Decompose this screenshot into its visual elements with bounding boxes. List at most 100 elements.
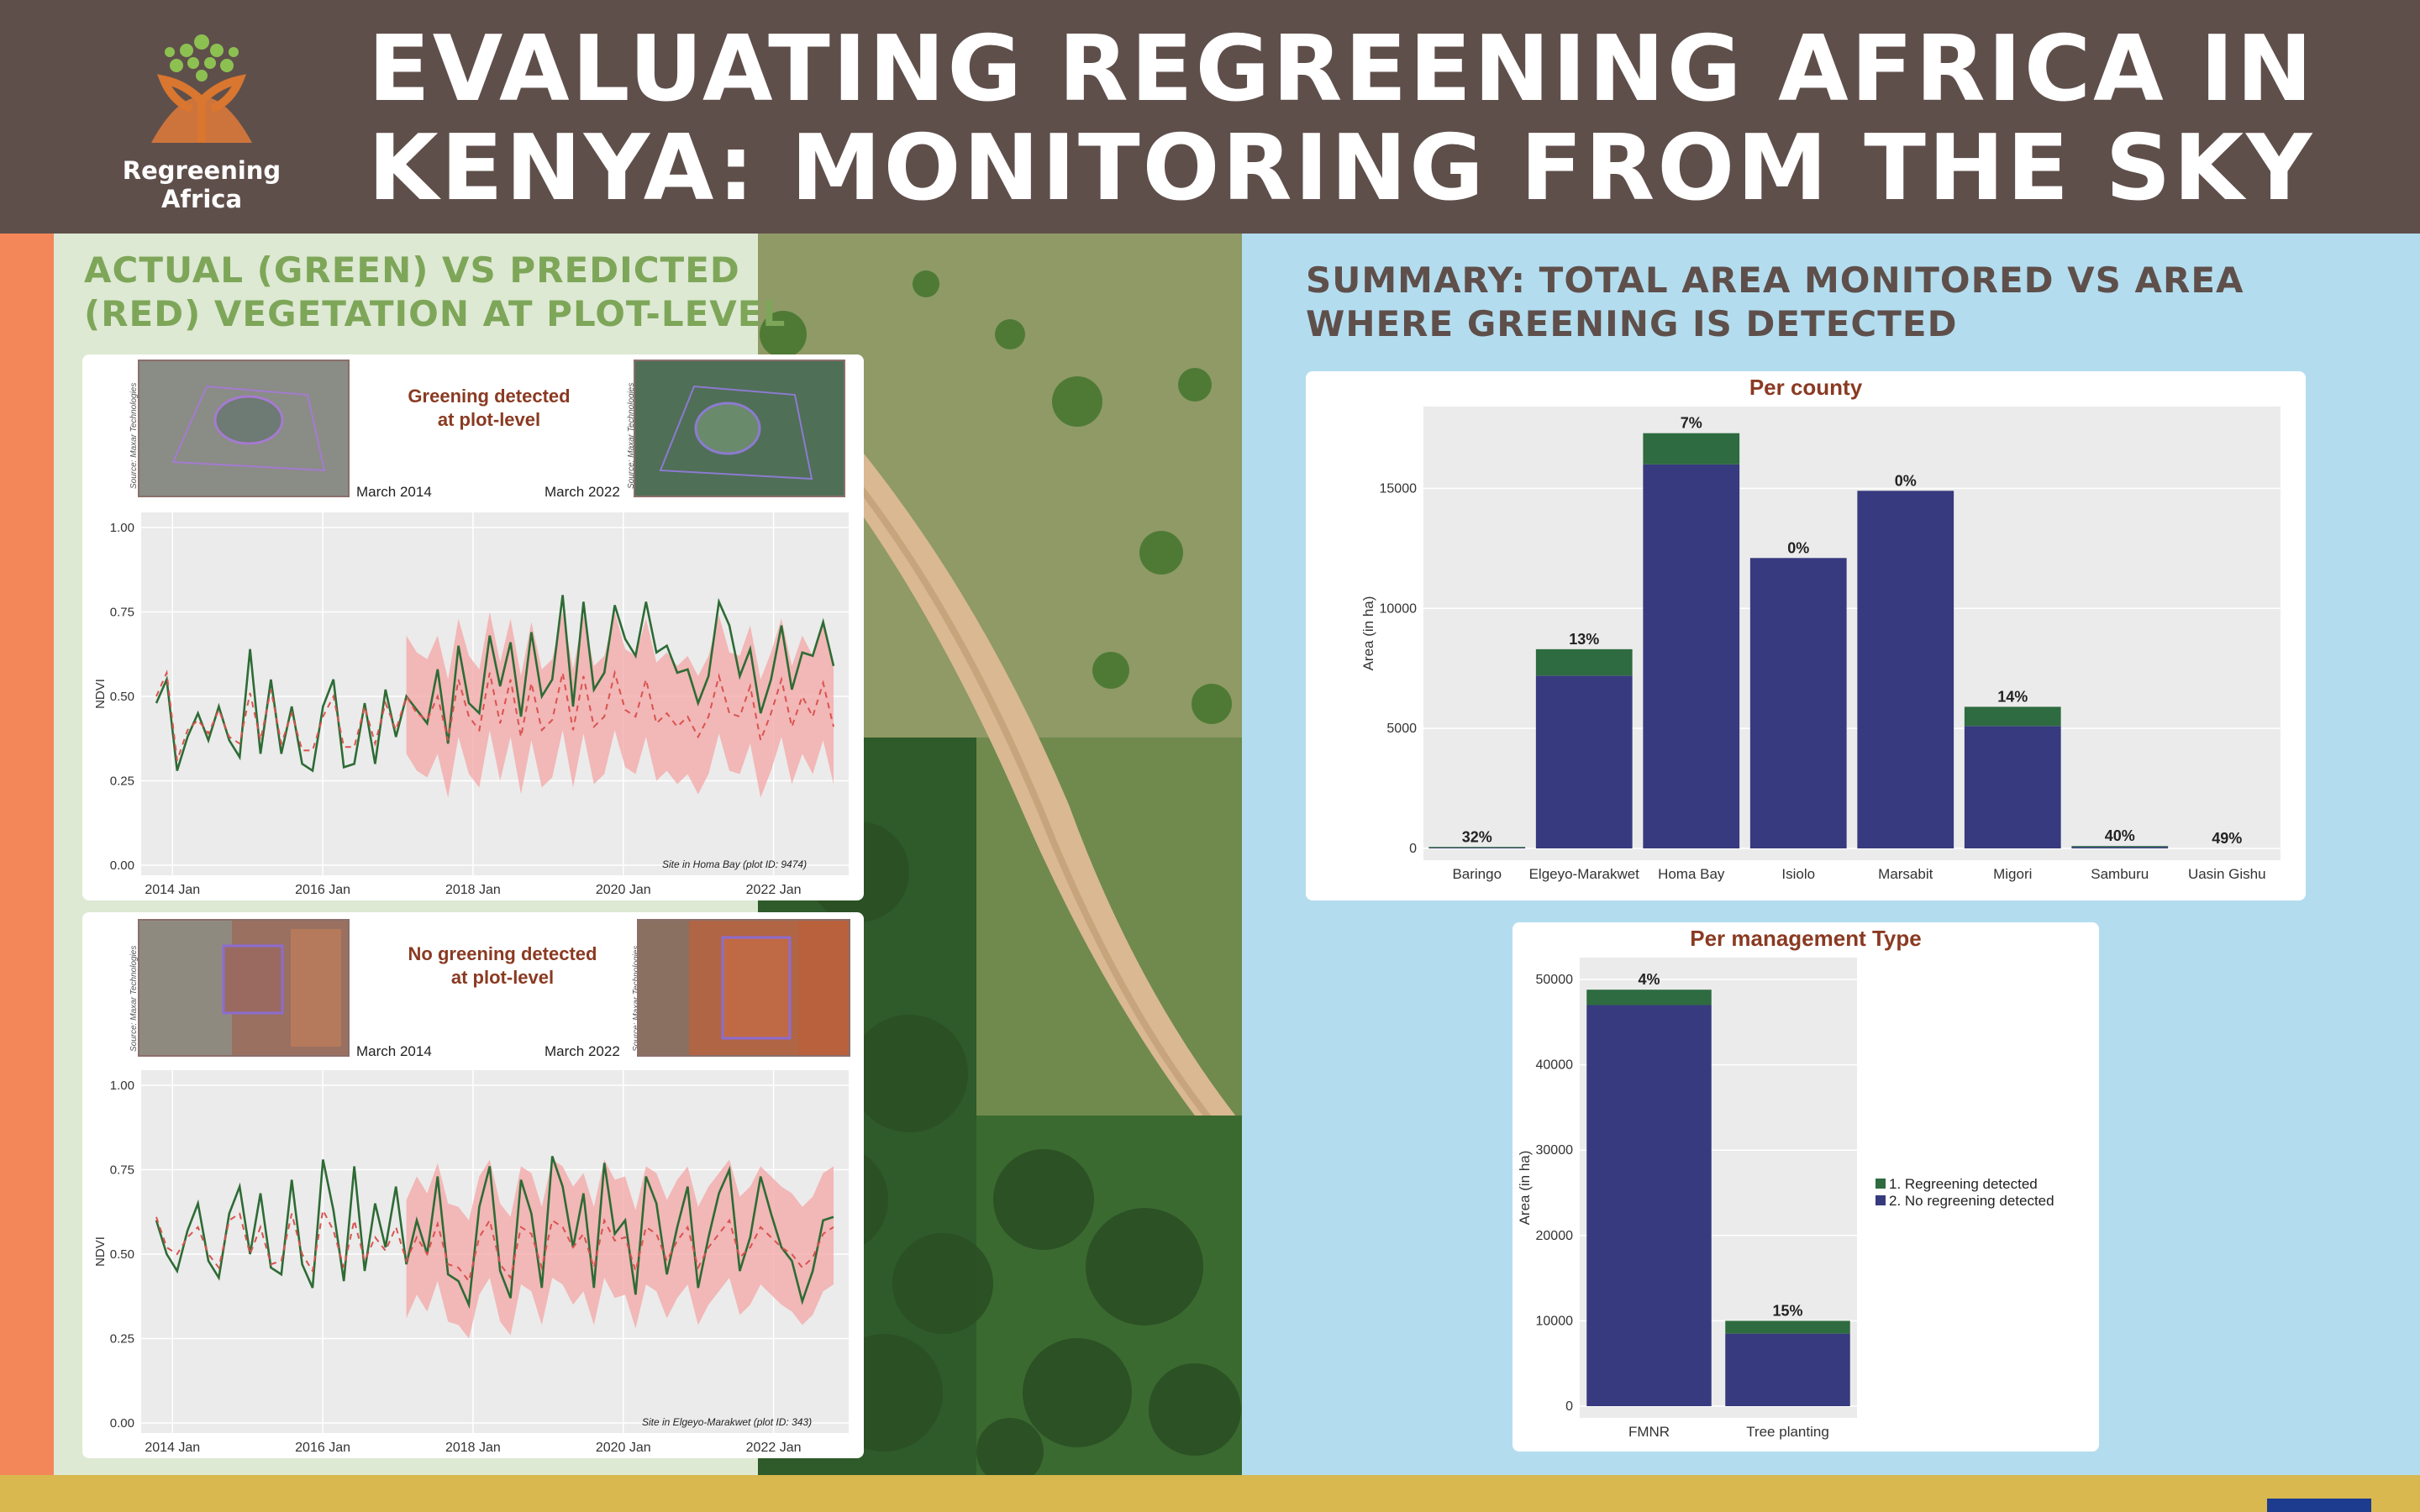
x-tick-label: 2016 Jan	[295, 883, 350, 897]
y-tick-label: 1.00	[110, 1079, 134, 1093]
x-tick-label: 2020 Jan	[596, 883, 651, 897]
right-section-title: SUMMARY: TOTAL AREA MONITORED VS AREA WH…	[1306, 259, 2244, 346]
y-axis-label: NDVI	[93, 679, 108, 709]
bar-percent-label: 0%	[1787, 539, 1809, 556]
ndvi-chart-1: 0.00 0.25 0.50 0.75 1.00 2014 Jan 2016 Jan 2018…	[93, 512, 849, 897]
bar-no-regreening	[1749, 558, 1847, 848]
site-caption: Site in Homa Bay (plot ID: 9474)	[662, 858, 808, 870]
y-axis-label: NDVI	[93, 1236, 108, 1267]
plot-card-greening: Source: Maxar Technologies March 2014 Gr…	[82, 354, 864, 900]
bar-regreening	[1643, 433, 1740, 465]
plot-status-line-2: at plot-level	[437, 409, 541, 430]
x-tick-label: 2014 Jan	[145, 1441, 200, 1455]
bar-no-regreening	[1643, 464, 1740, 848]
y-tick-label: 0	[1409, 842, 1417, 856]
logo-text: Regreening Africa	[122, 156, 281, 213]
x-tick-label: Uasin Gishu	[2188, 866, 2266, 882]
x-tick-label: FMNR	[1628, 1424, 1670, 1440]
predicted-ndvi-line	[155, 1207, 834, 1284]
satellite-thumb-before-2	[138, 919, 350, 1057]
management-chart-title: Per management Type	[1690, 926, 1922, 951]
left-accent-strip	[0, 234, 54, 1475]
right-title-line-1: SUMMARY: TOTAL AREA MONITORED VS AREA	[1306, 260, 2244, 301]
date-before: March 2014	[356, 484, 432, 500]
x-tick-label: Isiolo	[1781, 866, 1815, 882]
bar-no-regreening	[1725, 1333, 1850, 1406]
x-tick-label: Tree planting	[1746, 1424, 1829, 1440]
legend-item-no-regreening: 2. No regreening detected	[1876, 1193, 2054, 1210]
y-tick-label: 40000	[1536, 1058, 1574, 1073]
x-tick-label: 2020 Jan	[596, 1441, 651, 1455]
bar-regreening	[1428, 847, 1526, 848]
x-tick-label: 2022 Jan	[746, 1441, 802, 1455]
bar-regreening	[1725, 1320, 1850, 1334]
left-title-line-1: ACTUAL (GREEN) VS PREDICTED	[84, 249, 740, 291]
actual-ndvi-line	[155, 595, 835, 773]
y-tick-label: 50000	[1536, 973, 1574, 987]
x-tick-label: Migori	[1993, 866, 2032, 882]
x-tick-label: Homa Bay	[1658, 866, 1725, 882]
bar-no-regreening	[1586, 1005, 1712, 1406]
y-tick-label: 15000	[1380, 481, 1418, 496]
y-tick-label: 30000	[1536, 1143, 1574, 1158]
x-tick-label: 2014 Jan	[145, 883, 200, 897]
page-title: EVALUATING REGREENING AFRICA IN KENYA: M…	[368, 20, 2385, 218]
legend-item-regreening: 1. Regreening detected	[1876, 1176, 2054, 1193]
bar-regreening	[1586, 990, 1712, 1005]
county-bar-chart: 0 5000 10000 15000 Area (in ha) Baringo 32% Elg…	[1360, 407, 2281, 882]
satellite-thumb-after	[634, 360, 845, 497]
x-tick-label: Baringo	[1452, 866, 1502, 882]
header-bar	[0, 0, 2420, 234]
y-axis-label: Area (in ha)	[1517, 1151, 1533, 1226]
legend-swatch-blue	[1876, 1195, 1886, 1205]
site-caption-2: Site in Elgeyo-Marakwet (plot ID: 343)	[642, 1416, 813, 1428]
y-tick-label: 10000	[1380, 601, 1418, 616]
legend-label-no-regreening: 2. No regreening detected	[1889, 1193, 2054, 1209]
management-bar-chart: 0 10000 20000 30000 40000 50000 Area (in ha) FM…	[1517, 958, 1857, 1440]
ndvi-chart-2: 0.00 0.25 0.50 0.75 1.00 2014 Jan 2016 Jan 2018…	[93, 1070, 849, 1455]
bar-percent-label: 49%	[2212, 830, 2242, 847]
county-chart-card: Per county 0 5000 10000 15000 Area (in ha) Ba…	[1306, 371, 2306, 900]
left-title-line-2: (RED) VEGETATION AT PLOT-LEVEL	[84, 293, 786, 334]
plot-card-no-greening: Source: Maxar Technologies March 2014 No…	[82, 912, 864, 1458]
date-after: March 2022	[544, 484, 620, 500]
y-tick-label: 5000	[1386, 722, 1417, 736]
bar-percent-label: 40%	[2105, 827, 2135, 844]
plot-status-label-2: No greening detected at plot-level	[376, 942, 629, 990]
x-tick-label: 2018 Jan	[445, 1441, 501, 1455]
bar-regreening	[1535, 648, 1633, 676]
bar-regreening	[2071, 846, 2169, 848]
bar-percent-label: 7%	[1681, 415, 1702, 432]
satellite-thumb-before	[138, 360, 350, 497]
bar-percent-label: 0%	[1895, 472, 1917, 489]
x-tick-label: 2018 Jan	[445, 883, 501, 897]
y-tick-label: 0.00	[110, 1416, 134, 1431]
x-tick-label: 2016 Jan	[295, 1441, 350, 1455]
legend-label-regreening: 1. Regreening detected	[1889, 1176, 2038, 1192]
title-line-2: KENYA: MONITORING FROM THE SKY	[368, 116, 2315, 221]
plot-status-label: Greening detected at plot-level	[363, 385, 615, 432]
left-section-title: ACTUAL (GREEN) VS PREDICTED (RED) VEGETA…	[84, 249, 786, 336]
bar-regreening	[1964, 706, 2061, 727]
bar-percent-label: 4%	[1638, 971, 1660, 988]
bar-no-regreening	[1857, 491, 1954, 848]
bottom-bar	[0, 1475, 2420, 1512]
bar-no-regreening	[2071, 847, 2169, 848]
title-line-1: EVALUATING REGREENING AFRICA IN	[368, 17, 2315, 122]
bar-percent-label: 13%	[1569, 631, 1599, 648]
y-tick-label: 0.25	[110, 774, 134, 789]
plot-status-line-1: Greening detected	[408, 386, 571, 407]
x-tick-label: 2022 Jan	[746, 883, 802, 897]
satellite-thumb-after-2	[637, 919, 850, 1057]
bar-percent-label: 32%	[1462, 828, 1492, 845]
y-tick-label: 0	[1565, 1399, 1573, 1414]
plot-status-line-2b: at plot-level	[450, 967, 555, 988]
bar-no-regreening	[1964, 726, 2061, 848]
management-legend: 1. Regreening detected 2. No regreening …	[1876, 1176, 2054, 1210]
prediction-interval-band	[406, 1159, 834, 1339]
y-tick-label: 20000	[1536, 1229, 1574, 1243]
x-tick-label: Samburu	[2091, 866, 2149, 882]
county-chart-title: Per county	[1749, 375, 1863, 400]
date-after-2: March 2022	[544, 1043, 620, 1059]
y-tick-label: 10000	[1536, 1314, 1574, 1328]
